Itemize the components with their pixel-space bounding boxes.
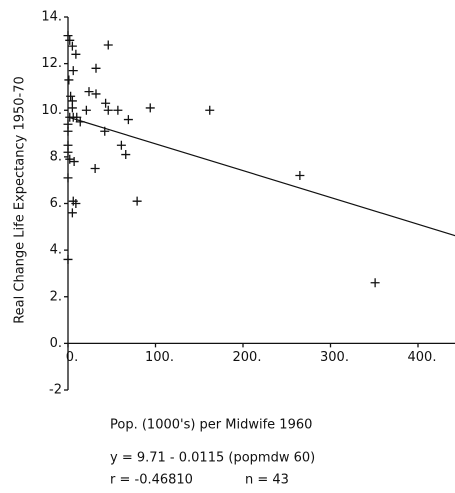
n-value: n = 43 [245,473,289,488]
data-point [113,105,123,115]
data-point [63,31,73,41]
x-tick-label: 0. [66,350,78,365]
y-tick-label: 0. [50,336,62,351]
data-point [75,117,85,127]
x-axis-label: Pop. (1000's) per Midwife 1960 [110,418,312,433]
data-point [65,35,75,45]
x-tick-label: 100. [145,350,174,365]
x-tick-label: 300. [320,350,349,365]
equation: y = 9.71 - 0.0115 (popmdw 60) [110,451,315,466]
data-point [71,199,81,208]
data-point [205,105,215,115]
data-point [91,63,101,73]
data-point [63,147,73,157]
data-point [145,103,155,113]
data-point [121,150,131,160]
data-point [71,49,81,59]
data-point [63,126,73,136]
x-tick-label: 400. [408,350,437,365]
data-point [132,196,142,206]
data-point [81,105,91,115]
data-point [91,89,101,99]
y-tick-label: 4. [50,243,62,258]
data-point [67,41,77,51]
y-tick-label: 6. [50,196,62,211]
data-point [370,278,380,288]
data-point [123,115,133,125]
regression-line [67,116,455,237]
data-point [68,66,78,76]
data-point [100,126,110,136]
data-point [67,103,77,113]
y-tick-label: -2 [49,383,62,398]
r-value: r = -0.46810 [110,473,193,488]
data-point [72,112,82,122]
y-tick-label: 8. [50,149,62,164]
data-point [101,98,111,108]
data-point [295,171,305,181]
data-point [84,87,94,97]
data-point [67,208,77,218]
data-point [90,164,100,174]
y-tick-label: 2. [50,289,62,304]
x-tick-label: 200. [233,350,262,365]
data-point [103,105,113,115]
data-point [69,157,79,167]
data-point [64,75,74,85]
y-axis-label: Real Change Life Expectancy 1950-70 [13,76,28,324]
y-tick-label: 14. [41,10,62,25]
data-point [63,254,73,264]
data-point [63,173,73,183]
y-tick-label: 10. [41,103,62,118]
data-point [103,40,113,50]
data-point [66,91,76,101]
y-tick-label: 12. [41,56,62,71]
data-point [116,140,126,150]
data-point [65,154,75,164]
